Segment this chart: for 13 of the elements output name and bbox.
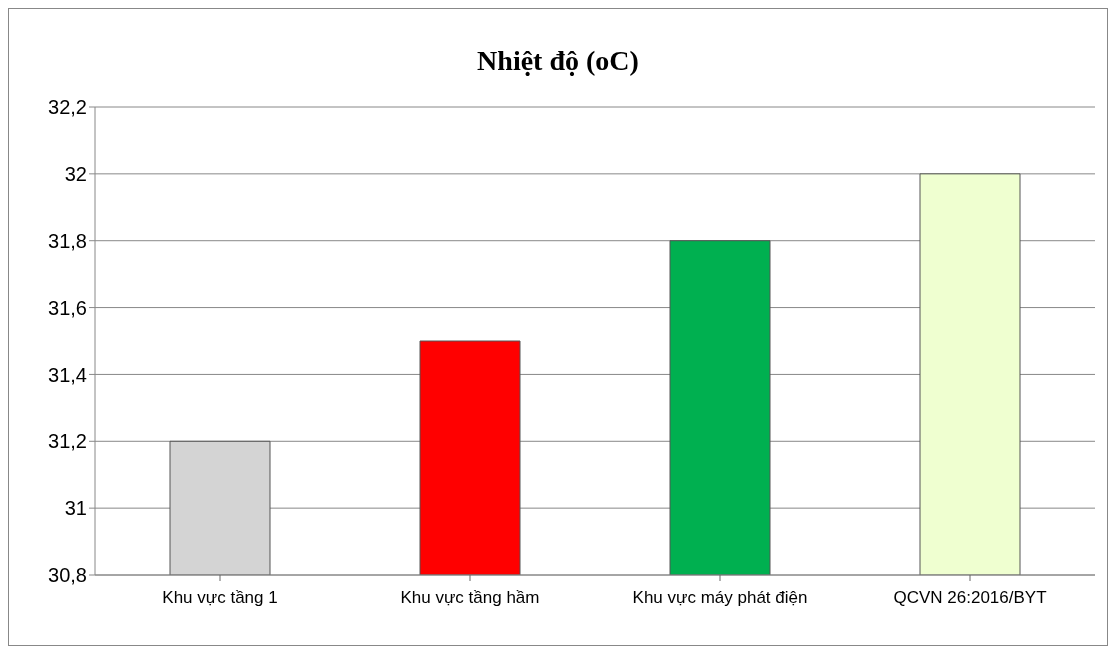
y-tick-label: 32,2: [48, 96, 87, 119]
y-tick-label: 31: [64, 497, 87, 520]
y-tick-label: 32: [64, 162, 87, 185]
x-tick-label: QCVN 26:2016/BYT: [893, 588, 1047, 608]
chart-title: Nhiệt độ (oC): [476, 45, 640, 77]
y-tick-label: 31,4: [48, 363, 87, 386]
x-tick-label: Khu vực tầng hầm: [400, 588, 540, 608]
y-tick-label: 31,6: [48, 296, 87, 319]
y-tick-label: 30,8: [48, 564, 87, 587]
y-tick-label: 31,2: [48, 430, 87, 453]
y-tick-label: 31,8: [48, 229, 87, 252]
x-tick-label: Khu vực tầng 1: [162, 588, 278, 608]
x-tick-label: Khu vực máy phát điện: [632, 588, 808, 608]
